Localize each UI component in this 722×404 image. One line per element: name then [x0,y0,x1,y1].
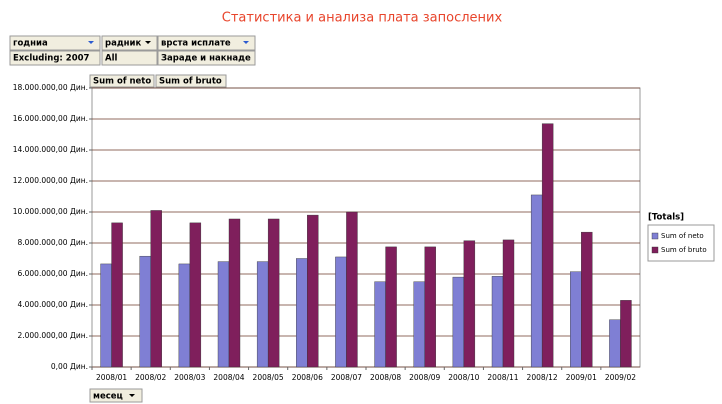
x-tick-label: 2008/02 [135,373,166,382]
bar [228,218,241,368]
filter-field-button[interactable] [9,35,101,51]
bar [424,246,436,368]
axis-field-label: месец [93,392,123,402]
bar [413,281,425,368]
bar [296,258,308,368]
bar [541,123,554,368]
x-tick-label: 2009/02 [605,373,636,382]
bar [307,214,319,368]
bar [111,222,123,368]
y-tick-label: 2.000.000,00 Дин. [17,331,88,340]
legend-label: Sum of neto [661,232,704,240]
filter-value: Зараде и накнаде [161,54,251,64]
filter-field-label: радник [105,39,142,49]
filter-value-cell [157,50,256,66]
chart-title: Статистика и анализа плата запослених [222,11,503,26]
bar [178,263,191,368]
y-tick-label: 14.000.000,00 Дин. [13,145,88,154]
bar [256,261,269,368]
bar [100,263,112,368]
data-field-button[interactable] [155,74,227,88]
bar [139,255,151,368]
legend-box [647,224,715,262]
bar [620,300,632,368]
x-tick-label: 2008/07 [331,373,362,382]
bar [581,231,593,368]
dropdown-arrow[interactable] [145,41,151,44]
filter-field-button[interactable] [157,35,256,51]
bar [463,240,476,368]
bar [491,276,504,368]
y-tick-label: 16.000.000,00 Дин. [13,114,88,123]
bar [502,239,515,368]
filter-value-cell [101,50,158,66]
y-tick-label: 10.000.000,00 Дин. [13,207,88,216]
x-tick-label: 2008/06 [292,373,323,382]
bar [346,211,358,368]
data-field-label: Sum of neto [93,77,151,87]
bar [609,319,621,368]
x-tick-label: 2009/01 [566,373,597,382]
filter-value-cell [9,50,101,66]
bar [452,276,465,368]
bar [374,281,386,368]
bar [385,246,397,368]
bar [189,222,202,368]
bar [217,261,230,368]
filter-field-label: врста исплате [161,39,231,49]
axis-field-button[interactable] [89,388,143,403]
dropdown-arrow[interactable] [88,41,94,44]
x-tick-label: 2008/11 [487,373,518,382]
filter-field-button[interactable] [101,35,158,51]
legend-title: [Totals] [648,213,684,223]
filter-value: All [105,54,117,64]
filter-value: Excluding: 2007 [13,54,90,64]
x-tick-label: 2008/10 [448,373,479,382]
bar [570,271,582,368]
bar [335,256,347,368]
x-tick-label: 2008/04 [213,373,244,382]
y-tick-label: 12.000.000,00 Дин. [13,176,88,185]
data-field-label: Sum of bruto [159,77,222,87]
y-tick-label: 18.000.000,00 Дин. [13,83,88,92]
x-tick-label: 2008/12 [527,373,558,382]
x-tick-label: 2008/01 [96,373,127,382]
bar [530,194,543,368]
x-tick-label: 2008/05 [253,373,284,382]
filter-field-label: годниа [13,39,48,49]
x-tick-label: 2008/08 [370,373,401,382]
legend-label: Sum of bruto [661,246,707,254]
data-field-button[interactable] [89,74,155,88]
bar [267,218,280,368]
x-tick-label: 2008/03 [174,373,205,382]
legend-swatch [651,246,659,254]
bar [150,210,162,368]
y-tick-label: 4.000.000,00 Дин. [17,300,88,309]
y-tick-label: 8.000.000,00 Дин. [17,238,88,247]
y-tick-label: 6.000.000,00 Дин. [17,269,88,278]
plot-area [91,87,641,368]
dropdown-arrow[interactable] [243,41,249,44]
x-tick-label: 2008/09 [409,373,440,382]
legend-swatch [651,232,659,240]
dropdown-arrow[interactable] [129,394,135,397]
y-tick-label: 0,00 Дин. [51,362,88,371]
